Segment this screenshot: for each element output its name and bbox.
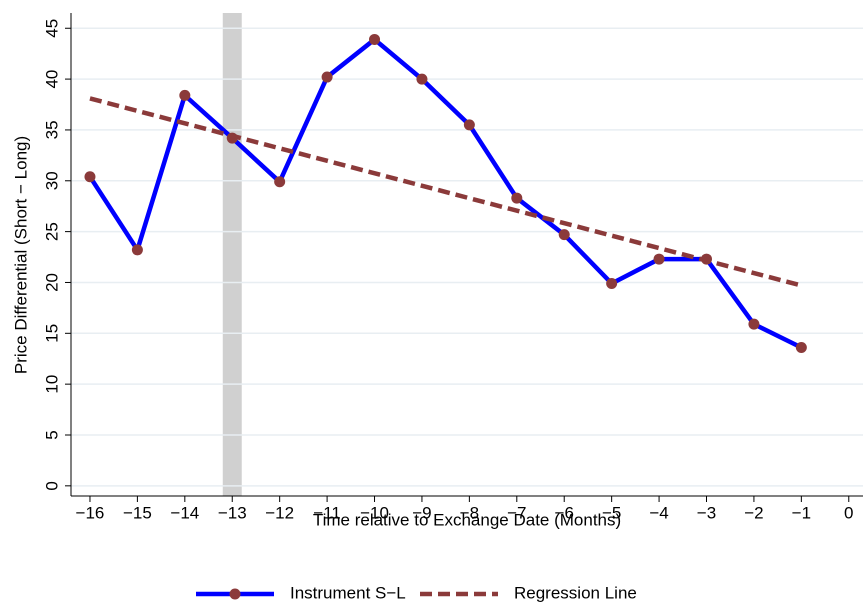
y-tick-label: 35 [42,120,61,139]
y-tick-label: 20 [42,273,61,292]
legend-label: Instrument S−L [290,583,406,602]
point [416,73,428,85]
y-tick-label: 10 [42,375,61,394]
x-tick-label: −6 [555,503,574,522]
x-tick-label: −10 [360,503,389,522]
x-tick-label: 0 [844,503,853,522]
point [558,229,570,241]
y-tick-label: 15 [42,324,61,343]
point [369,33,381,45]
x-tick-label: −7 [507,503,526,522]
x-tick-label: −8 [460,503,479,522]
highlight-band [222,13,242,496]
point [84,171,96,183]
point [131,244,143,256]
x-tick-label: −13 [218,503,247,522]
x-tick-label: −16 [76,503,105,522]
point [748,318,760,330]
x-tick-label: −11 [313,503,341,522]
point [179,89,191,101]
y-axis-label: Price Differential (Short − Long) [11,136,30,374]
y-tick-label: 45 [42,19,61,38]
point [463,119,475,131]
x-tick-label: −1 [792,503,811,522]
point [795,342,807,354]
y-tick-label: 40 [42,70,61,89]
x-tick-label: −3 [697,503,716,522]
x-tick-label: −2 [744,503,763,522]
series-line [89,96,802,288]
point [653,253,665,265]
point [274,176,286,188]
point [511,192,523,204]
series-line [88,37,803,350]
y-tick-label: 30 [42,171,61,190]
legend-marker [229,588,241,600]
legend-label: Regression Line [514,583,637,602]
x-tick-label: −14 [170,503,199,522]
point [606,277,618,289]
x-tick-label: −15 [123,503,152,522]
x-tick-label: −5 [602,503,621,522]
x-tick-label: −12 [265,503,294,522]
y-tick-label: 5 [42,430,61,439]
point [321,71,333,83]
y-tick-label: 25 [42,222,61,241]
y-tick-label: 0 [42,481,61,490]
x-axis-label: Time relative to Exchange Date (Months) [313,510,621,529]
x-tick-label: −9 [412,503,431,522]
x-tick-label: −4 [649,503,668,522]
